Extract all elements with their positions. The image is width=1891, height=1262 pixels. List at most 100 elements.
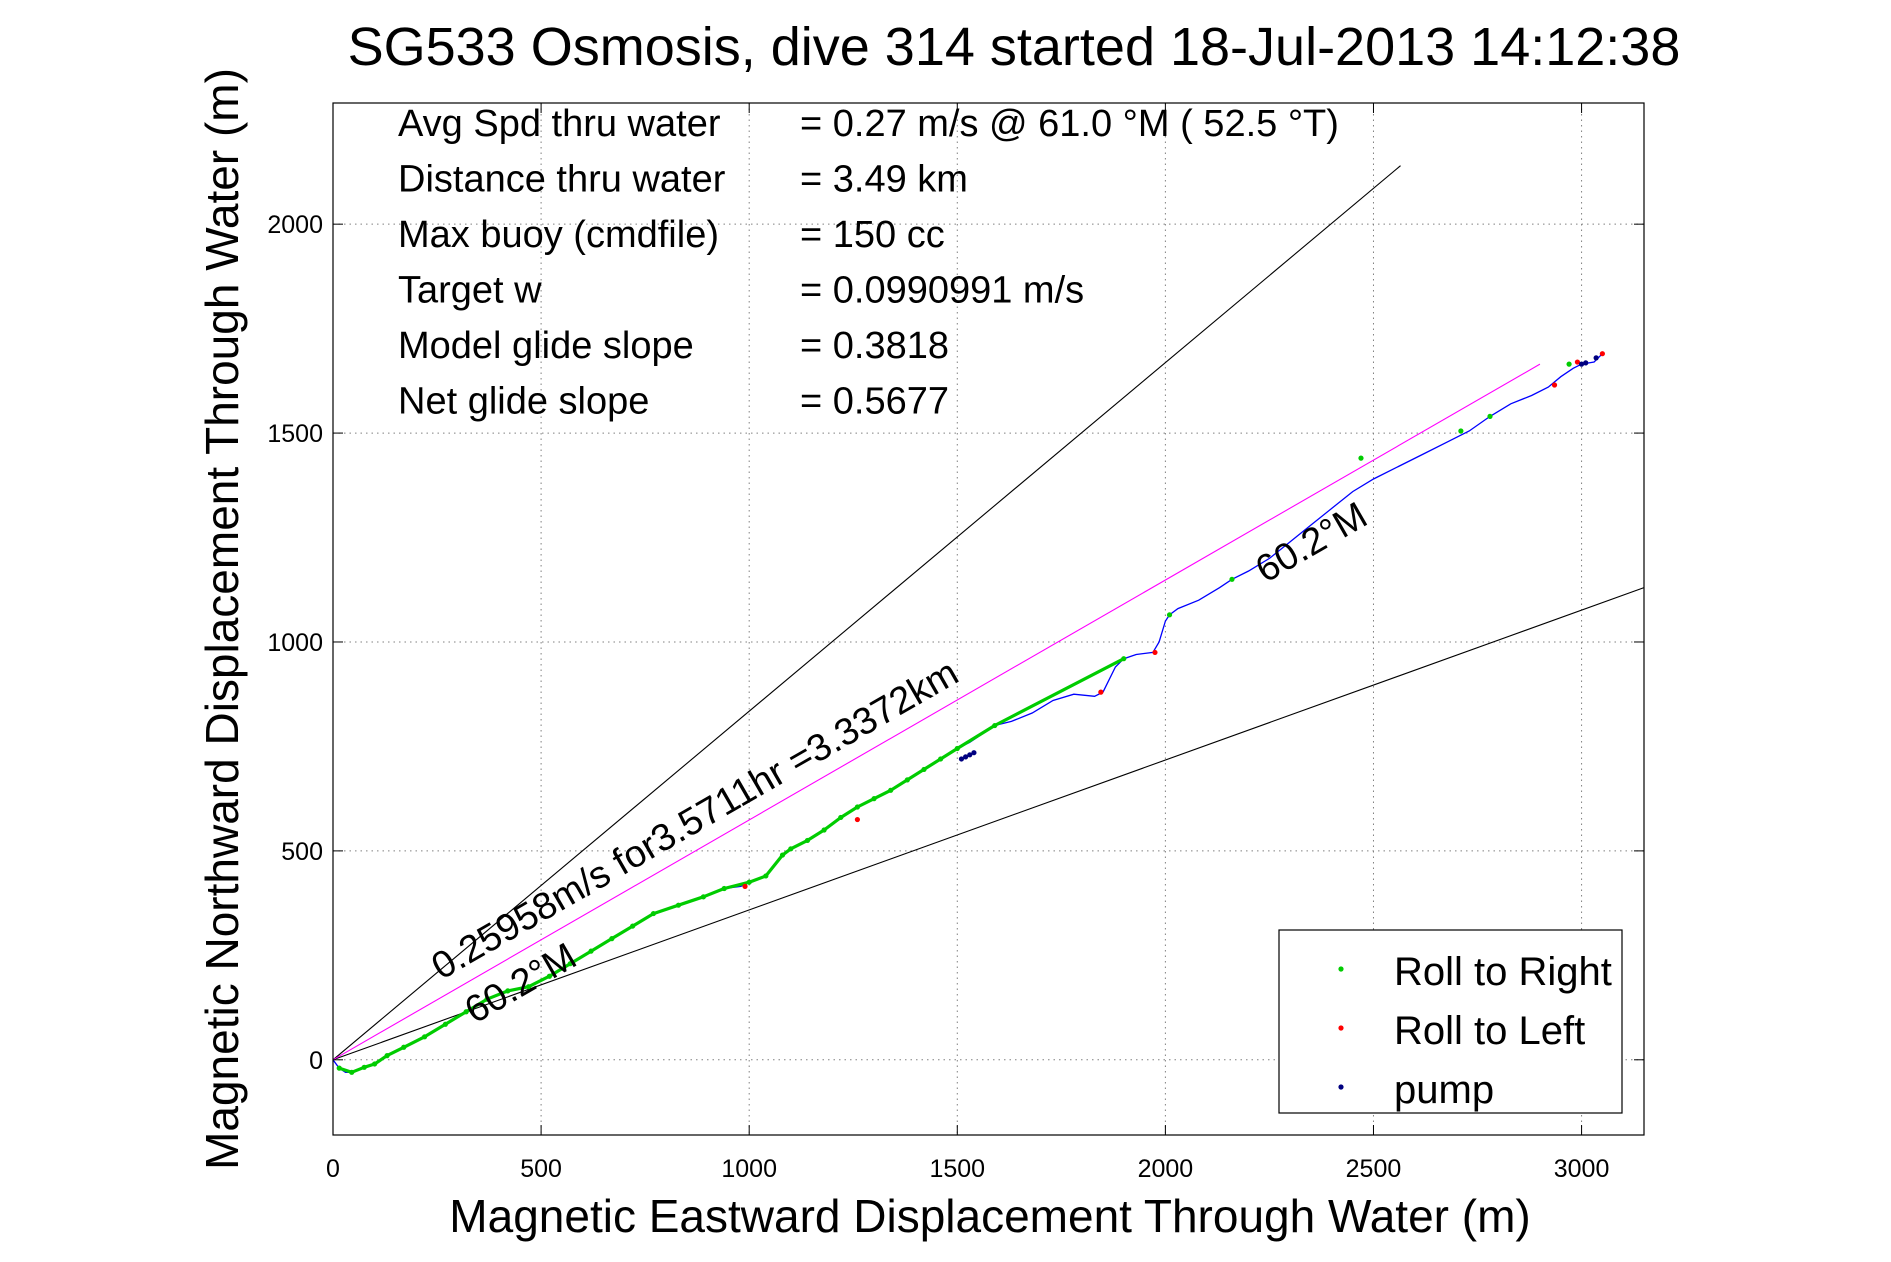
legend-marker xyxy=(1338,1084,1344,1090)
x-tick-label: 1500 xyxy=(929,1155,985,1183)
pump-point xyxy=(963,754,969,760)
roll-to-right-point xyxy=(1487,413,1493,419)
pump-point xyxy=(958,756,965,762)
roll-to-right-point xyxy=(888,787,894,793)
stat-value: = 0.3818 xyxy=(800,325,949,367)
roll-to-right-point xyxy=(763,873,769,879)
x-tick-label: 500 xyxy=(520,1155,562,1183)
heading-line xyxy=(332,363,1541,1061)
roll-to-right-point xyxy=(567,961,573,967)
x-axis-label: Magnetic Eastward Displacement Through W… xyxy=(449,1190,1530,1242)
roll-to-right-point xyxy=(372,1061,378,1067)
roll-to-right-point xyxy=(384,1053,390,1059)
model-glide-cone-lower xyxy=(332,587,1645,1061)
pump-point xyxy=(1583,360,1589,366)
roll-to-right-point xyxy=(746,879,752,885)
plot-area: 0.25958m/s for3.5711hr =3.3372km 60.2°M … xyxy=(267,102,1645,1183)
stat-label: Avg Spd thru water xyxy=(398,103,721,145)
roll-to-right-point xyxy=(630,923,636,929)
roll-to-left-point xyxy=(1152,649,1158,656)
pump-point xyxy=(1578,361,1585,367)
roll-to-right-point xyxy=(871,796,877,802)
roll-to-right-point xyxy=(546,973,553,979)
roll-to-left-point xyxy=(742,883,748,890)
model-glide-cone-upper xyxy=(332,165,1401,1061)
roll-to-right-point xyxy=(1121,656,1127,662)
roll-to-right-point xyxy=(463,1009,469,1015)
roll-to-right-point xyxy=(921,766,927,773)
roll-to-left-point xyxy=(1599,351,1605,357)
roll-to-right-point xyxy=(675,902,682,908)
stat-value: = 3.49 km xyxy=(800,159,968,201)
stat-label: Distance thru water xyxy=(398,159,726,201)
x-tick-label: 3000 xyxy=(1554,1155,1610,1183)
roll-to-right-point xyxy=(484,996,490,1002)
roll-to-right-point xyxy=(700,894,707,900)
roll-to-right-point xyxy=(904,777,910,783)
stat-label: Net glide slope xyxy=(398,381,649,423)
legend-marker xyxy=(1338,966,1344,972)
y-tick-label: 1500 xyxy=(267,420,323,448)
roll-to-right-point xyxy=(1229,576,1235,582)
y-tick-label: 2000 xyxy=(267,211,323,239)
roll-to-right-point xyxy=(721,885,727,892)
roll-to-right-point xyxy=(609,936,615,942)
chart-title: SG533 Osmosis, dive 314 started 18-Jul-2… xyxy=(348,17,1681,77)
stat-value: = 150 cc xyxy=(800,214,945,256)
pump-point xyxy=(971,750,977,756)
legend-marker xyxy=(1338,1025,1344,1031)
roll-to-left-point xyxy=(1574,359,1581,365)
roll-to-right-point xyxy=(821,827,827,833)
stat-label: Model glide slope xyxy=(398,325,694,367)
roll-to-right-point xyxy=(779,852,786,858)
roll-to-right-point xyxy=(954,745,960,752)
y-tick-label: 1000 xyxy=(267,629,323,657)
roll-to-left-point xyxy=(1098,689,1104,695)
stat-label: Target w xyxy=(398,270,542,312)
y-axis-label: Magnetic Northward Displacement Through … xyxy=(196,68,248,1170)
roll-to-right-point xyxy=(854,804,861,810)
plot-frame xyxy=(332,102,1645,1136)
roll-to-right-point xyxy=(336,1065,342,1071)
series xyxy=(332,351,1605,1075)
roll-to-right-point xyxy=(992,722,998,729)
roll-to-left-point xyxy=(1551,382,1558,388)
roll-to-right-point xyxy=(349,1069,355,1075)
stat-value: = 0.27 m/s @ 61.0 °M ( 52.5 °T) xyxy=(800,103,1339,145)
roll-to-right-point xyxy=(650,910,657,917)
grid xyxy=(333,103,1644,1135)
y-tick-label: 500 xyxy=(281,838,323,866)
roll-to-right-point xyxy=(1458,428,1464,434)
x-tick-label: 1000 xyxy=(721,1155,777,1183)
roll-to-left-point xyxy=(854,816,861,823)
legend-label: Roll to Right xyxy=(1394,950,1612,994)
y-tick-label: 0 xyxy=(309,1047,323,1075)
roll-to-right-point xyxy=(1566,361,1572,367)
stat-value: = 0.0990991 m/s xyxy=(800,270,1084,312)
roll-to-right-point xyxy=(421,1034,428,1040)
legend-label: Roll to Left xyxy=(1394,1009,1585,1053)
x-tick-label: 2500 xyxy=(1346,1155,1402,1183)
roll-to-right-point xyxy=(804,837,811,844)
roll-to-right-point xyxy=(938,756,944,762)
x-tick-label: 2000 xyxy=(1138,1155,1194,1183)
legend-label: pump xyxy=(1394,1068,1494,1112)
pump-point xyxy=(1593,355,1599,361)
pump-point xyxy=(967,752,973,758)
roll-to-right-point xyxy=(838,814,844,821)
stats-block: Avg Spd thru water = 0.27 m/s @ 61.0 °M (… xyxy=(398,103,1339,423)
roll-to-right-point xyxy=(361,1064,367,1070)
roll-to-right-point xyxy=(1166,612,1173,618)
roll-to-right-point xyxy=(1358,455,1364,461)
legend-box xyxy=(1278,929,1623,1114)
roll-to-right-point xyxy=(526,984,532,990)
stat-label: Max buoy (cmdfile) xyxy=(398,214,719,256)
roll-to-right-point xyxy=(588,948,594,954)
roll-to-right-point xyxy=(401,1044,407,1050)
stat-value: = 0.5677 xyxy=(800,381,949,423)
roll-to-right-point xyxy=(505,988,511,994)
roll-to-right-point xyxy=(442,1021,448,1027)
x-tick-label: 0 xyxy=(326,1155,340,1183)
roll-to-right-point xyxy=(788,846,794,852)
